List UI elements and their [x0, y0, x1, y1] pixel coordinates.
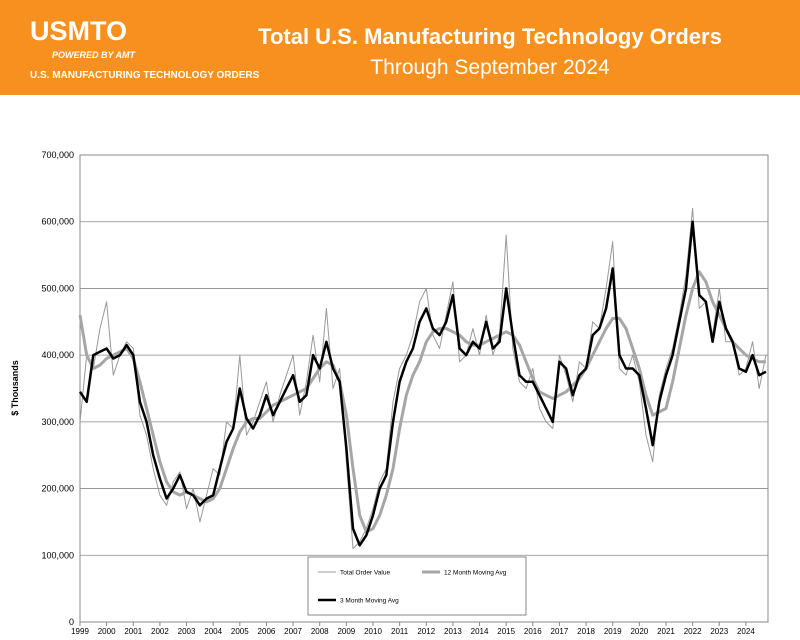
header-band — [0, 0, 800, 95]
legend-label: Total Order Value — [340, 570, 390, 577]
chart-subtitle: Through September 2024 — [370, 56, 610, 79]
chart-title: Total U.S. Manufacturing Technology Orde… — [258, 24, 722, 49]
x-tick-label: 2010 — [364, 627, 382, 636]
y-tick-label: 300,000 — [41, 417, 74, 427]
legend-label: 3 Month Moving Avg — [340, 598, 399, 605]
x-tick-label: 2008 — [311, 627, 329, 636]
y-tick-label: 0 — [69, 617, 74, 627]
y-tick-label: 200,000 — [41, 484, 74, 494]
x-tick-label: 2018 — [577, 627, 595, 636]
series-line — [78, 220, 767, 547]
x-tick-label: 2019 — [604, 627, 622, 636]
x-tick-label: 2001 — [124, 627, 142, 636]
x-tick-label: 2004 — [204, 627, 222, 636]
x-tick-label: 2000 — [98, 627, 116, 636]
y-axis-label: $ Thousands — [10, 360, 20, 416]
x-tick-label: 2005 — [231, 627, 249, 636]
legend: Total Order Value 12 Month Moving Avg 3 Mo… — [307, 556, 527, 616]
plot-area — [79, 154, 769, 623]
x-tick-label: 2022 — [684, 627, 702, 636]
x-tick-label: 2003 — [178, 627, 196, 636]
x-tick-label: 2023 — [710, 627, 728, 636]
x-tick-label: 2009 — [337, 627, 355, 636]
x-tick-label: 1999 — [71, 627, 89, 636]
x-tick-label: 2017 — [551, 627, 569, 636]
x-tick-label: 2006 — [258, 627, 276, 636]
y-tick-label: 500,000 — [41, 283, 74, 293]
x-tick-label: 2014 — [471, 627, 489, 636]
x-tick-label: 2024 — [737, 627, 755, 636]
x-tick-label: 2011 — [391, 627, 409, 636]
x-tick-label: 2020 — [630, 627, 648, 636]
logo-sub: POWERED BY AMT — [52, 50, 137, 60]
legend-label: 12 Month Moving Avg — [444, 570, 507, 577]
y-tick-label: 600,000 — [41, 217, 74, 227]
x-tick-label: 2015 — [497, 627, 515, 636]
x-tick-label: 2007 — [284, 627, 302, 636]
x-tick-label: 2013 — [444, 627, 462, 636]
y-tick-label: 700,000 — [41, 150, 74, 160]
x-tick-label: 2016 — [524, 627, 542, 636]
logo-tagline: U.S. MANUFACTURING TECHNOLOGY ORDERS — [30, 70, 260, 81]
x-tick-label: 2002 — [151, 627, 169, 636]
y-tick-label: 400,000 — [41, 350, 74, 360]
logo: USMTO — [30, 16, 127, 46]
legend-box — [307, 556, 527, 616]
x-tick-label: 2012 — [417, 627, 435, 636]
x-tick-label: 2021 — [657, 627, 675, 636]
y-tick-label: 100,000 — [41, 550, 74, 560]
